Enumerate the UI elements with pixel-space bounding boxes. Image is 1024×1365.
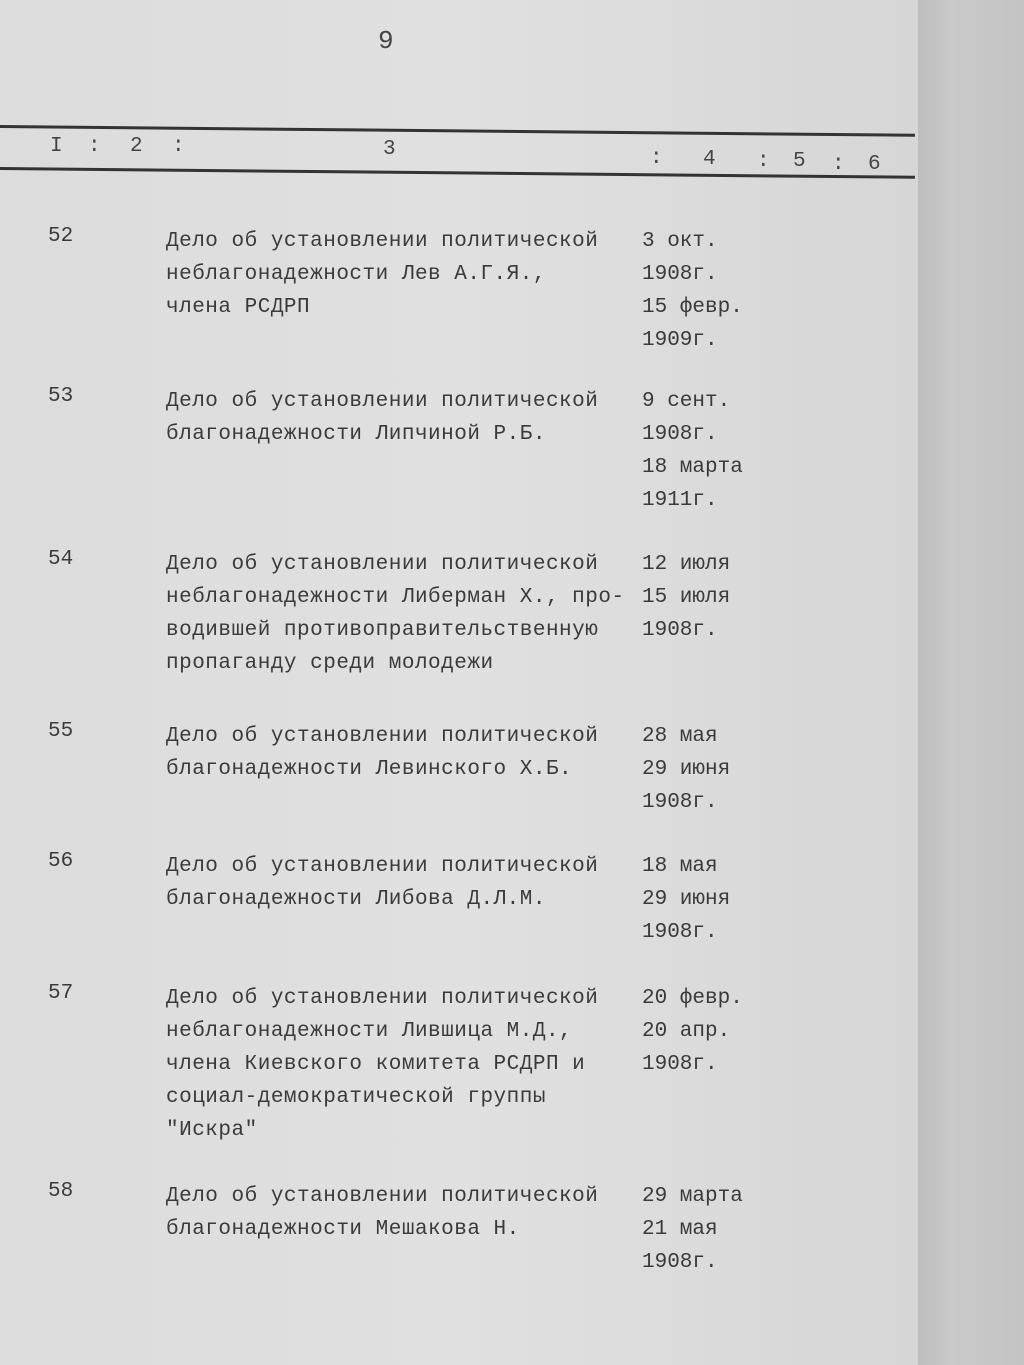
entry-dates: 28 мая 29 июня 1908г. xyxy=(642,720,730,819)
date-line: 28 мая xyxy=(642,725,718,748)
document-page xyxy=(0,0,918,1365)
description-line: Дело об установлении политической xyxy=(166,230,599,253)
col-sep: : xyxy=(172,135,185,158)
entry-number: 56 xyxy=(48,850,74,873)
description-line: Дело об установлении политической xyxy=(166,987,599,1010)
entry-number: 53 xyxy=(48,385,74,408)
description-line: благонадежности Липчиной Р.Б. xyxy=(166,423,546,446)
entry-number: 58 xyxy=(48,1180,74,1203)
date-line: 29 марта xyxy=(642,1185,743,1208)
entry-number: 57 xyxy=(48,982,74,1005)
date-line: 20 апр. xyxy=(642,1020,731,1043)
entry-description: Дело об установлении политической благона… xyxy=(166,720,598,786)
col-header-5: 5 xyxy=(793,150,806,173)
description-line: Дело об установлении политической xyxy=(166,1185,599,1208)
page-number: 9 xyxy=(378,26,394,56)
entry-description: Дело об установлении политической неблаго… xyxy=(166,982,598,1147)
date-line: 18 марта xyxy=(642,456,743,479)
description-line: социал-демократической группы xyxy=(166,1086,546,1109)
page-edge xyxy=(918,0,1024,1365)
col-header-2: 2 xyxy=(130,135,143,158)
description-line: неблагонадежности Либерман Х., про- xyxy=(166,586,625,609)
entry-dates: 3 окт. 1908г. 15 февр. 1909г. xyxy=(642,225,743,357)
entry-dates: 20 февр. 20 апр. 1908г. xyxy=(642,982,743,1081)
entry-description: Дело об установлении политической благона… xyxy=(166,1180,598,1246)
col-header-1: I xyxy=(50,135,63,158)
col-sep: : xyxy=(832,153,845,176)
date-line: 3 окт. xyxy=(642,230,718,253)
description-line: благонадежности Левинского Х.Б. xyxy=(166,758,573,781)
date-line: 9 сент. xyxy=(642,390,731,413)
date-line: 12 июля xyxy=(642,553,731,576)
entry-dates: 18 мая 29 июня 1908г. xyxy=(642,850,730,949)
date-line: 1908г. xyxy=(642,423,718,446)
date-line: 20 февр. xyxy=(642,987,743,1010)
description-line: неблагонадежности Лившица М.Д., xyxy=(166,1020,573,1043)
entry-number: 55 xyxy=(48,720,74,743)
description-line: Дело об установлении политической xyxy=(166,855,599,878)
entry-number: 52 xyxy=(48,225,74,248)
col-sep: : xyxy=(650,147,663,170)
date-line: 1911г. xyxy=(642,489,718,512)
date-line: 1908г. xyxy=(642,1251,718,1274)
date-line: 15 февр. xyxy=(642,296,743,319)
description-line: члена РСДРП xyxy=(166,296,311,319)
entry-description: Дело об установлении политической благона… xyxy=(166,385,598,451)
description-line: Дело об установлении политической xyxy=(166,390,599,413)
description-line: пропаганду среди молодежи xyxy=(166,652,494,675)
entry-description: Дело об установлении политической благона… xyxy=(166,850,598,916)
entry-dates: 12 июля 15 июля 1908г. xyxy=(642,548,730,647)
col-sep: : xyxy=(88,135,101,158)
date-line: 1908г. xyxy=(642,619,718,642)
entry-description: Дело об установлении политической неблаго… xyxy=(166,548,625,680)
description-line: члена Киевского комитета РСДРП и xyxy=(166,1053,586,1076)
entry-dates: 9 сент. 1908г. 18 марта 1911г. xyxy=(642,385,743,517)
date-line: 29 июня xyxy=(642,888,731,911)
col-header-4: 4 xyxy=(703,148,716,171)
description-line: Дело об установлении политической xyxy=(166,553,599,576)
entry-description: Дело об установлении политической неблаго… xyxy=(166,225,598,324)
col-header-3: 3 xyxy=(383,138,396,161)
description-line: благонадежности Либова Д.Л.М. xyxy=(166,888,546,911)
date-line: 29 июня xyxy=(642,758,731,781)
date-line: 1908г. xyxy=(642,1053,718,1076)
col-header-6: 6 xyxy=(868,153,881,176)
date-line: 1908г. xyxy=(642,921,718,944)
description-line: водившей противоправительственную xyxy=(166,619,599,642)
date-line: 1908г. xyxy=(642,791,718,814)
date-line: 18 мая xyxy=(642,855,718,878)
entry-dates: 29 марта 21 мая 1908г. xyxy=(642,1180,743,1279)
date-line: 15 июля xyxy=(642,586,731,609)
col-sep: : xyxy=(757,150,770,173)
description-line: "Искра" xyxy=(166,1119,258,1142)
description-line: неблагонадежности Лев А.Г.Я., xyxy=(166,263,546,286)
description-line: благонадежности Мешакова Н. xyxy=(166,1218,520,1241)
date-line: 1909г. xyxy=(642,329,718,352)
date-line: 21 мая xyxy=(642,1218,718,1241)
description-line: Дело об установлении политической xyxy=(166,725,599,748)
entry-number: 54 xyxy=(48,548,74,571)
date-line: 1908г. xyxy=(642,263,718,286)
